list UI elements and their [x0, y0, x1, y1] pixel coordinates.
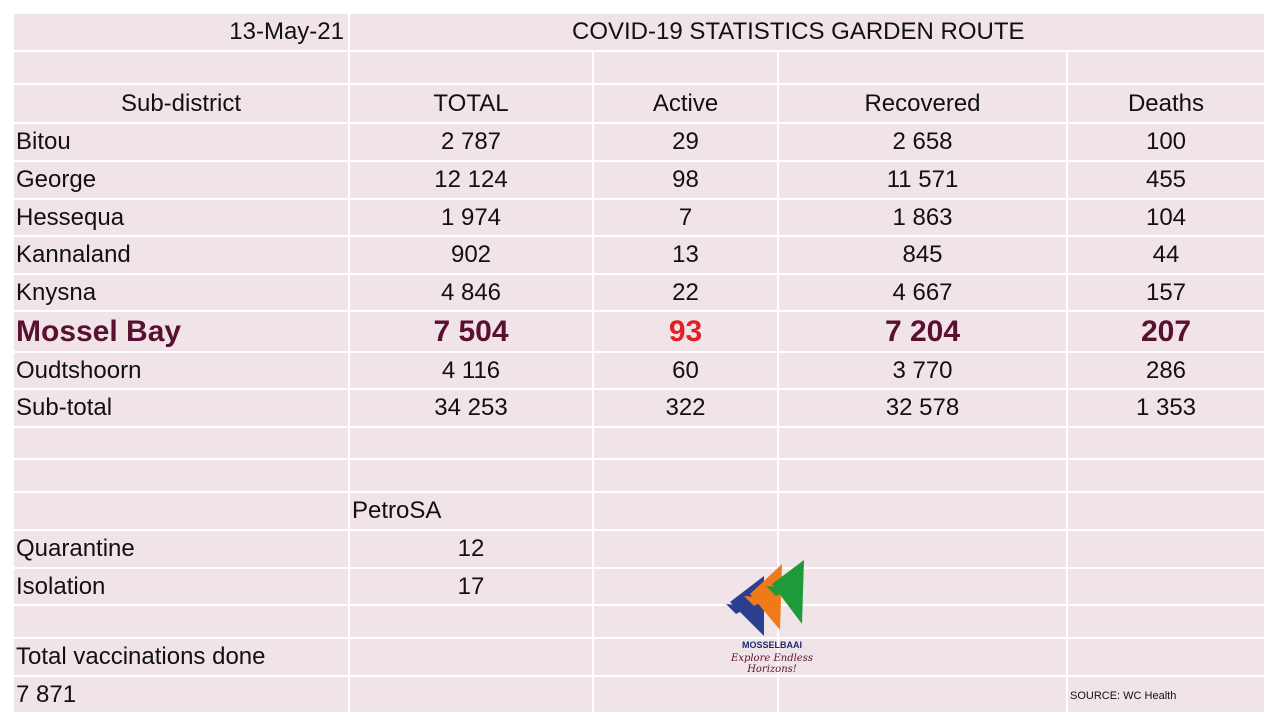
empty-row	[14, 428, 1266, 460]
row-name: George	[14, 162, 350, 200]
row-total: 2 787	[350, 124, 594, 162]
column-header-subdistrict: Sub-district	[14, 85, 350, 124]
row-name: Oudtshoorn	[14, 353, 350, 390]
table-row: Hessequa 1 974 7 1 863 104	[14, 200, 1266, 237]
table-row-subtotal: Sub-total 34 253 322 32 578 1 353	[14, 390, 1266, 428]
row-deaths: 286	[1068, 353, 1266, 390]
statistics-table: 13-May-21 COVID-19 STATISTICS GARDEN ROU…	[14, 14, 1266, 714]
vaccinations-value: 7 871	[14, 677, 350, 714]
table-row: Knysna 4 846 22 4 667 157	[14, 275, 1266, 312]
row-active: 7	[594, 200, 779, 237]
logo-name: MOSSELBAAI	[741, 640, 802, 650]
row-name: Hessequa	[14, 200, 350, 237]
row-recovered: 4 667	[779, 275, 1068, 312]
row-active: 322	[594, 390, 779, 428]
column-header-total: TOTAL	[350, 85, 594, 124]
logo-tagline: Explore Endless Horizons!	[731, 653, 813, 675]
row-recovered: 7 204	[779, 312, 1068, 353]
quarantine-value: 12	[350, 531, 594, 569]
row-name: Mossel Bay	[14, 312, 350, 353]
vaccinations-label: Total vaccinations done	[14, 639, 350, 677]
quarantine-label: Quarantine	[14, 531, 350, 569]
row-total: 34 253	[350, 390, 594, 428]
row-deaths: 157	[1068, 275, 1266, 312]
empty-row	[14, 52, 1266, 85]
empty-row	[14, 460, 1266, 493]
row-name: Sub-total	[14, 390, 350, 428]
row-name: Kannaland	[14, 237, 350, 275]
row-recovered: 2 658	[779, 124, 1068, 162]
row-total: 1 974	[350, 200, 594, 237]
row-name: Bitou	[14, 124, 350, 162]
quarantine-row: Quarantine 12	[14, 531, 1266, 569]
report-date: 13-May-21	[14, 14, 350, 52]
vaccinations-label-row: Total vaccinations done	[14, 639, 1266, 677]
isolation-label: Isolation	[14, 569, 350, 606]
column-header-recovered: Recovered	[779, 85, 1068, 124]
source-note: SOURCE: WC Health	[1070, 690, 1177, 702]
row-recovered: 1 863	[779, 200, 1068, 237]
row-active: 29	[594, 124, 779, 162]
row-active: 98	[594, 162, 779, 200]
petrosa-header-row: PetroSA	[14, 493, 1266, 531]
table-row: Bitou 2 787 29 2 658 100	[14, 124, 1266, 162]
table-row-highlighted: Mossel Bay 7 504 93 7 204 207	[14, 312, 1266, 353]
row-total: 12 124	[350, 162, 594, 200]
isolation-row: Isolation 17	[14, 569, 1266, 606]
petrosa-label: PetroSA	[350, 493, 594, 531]
row-deaths: 104	[1068, 200, 1266, 237]
row-active: 60	[594, 353, 779, 390]
mosselbaai-logo: MOSSELBAAI Explore Endless Horizons!	[712, 554, 832, 675]
row-name: Knysna	[14, 275, 350, 312]
table-row: George 12 124 98 11 571 455	[14, 162, 1266, 200]
row-recovered: 845	[779, 237, 1068, 275]
row-deaths: 1 353	[1068, 390, 1266, 428]
empty-row	[14, 606, 1266, 639]
row-deaths: 100	[1068, 124, 1266, 162]
vaccinations-value-row: 7 871 SOURCE: WC Health	[14, 677, 1266, 714]
table-row: Oudtshoorn 4 116 60 3 770 286	[14, 353, 1266, 390]
row-total: 4 846	[350, 275, 594, 312]
column-header-active: Active	[594, 85, 779, 124]
table-row: Kannaland 902 13 845 44	[14, 237, 1266, 275]
row-total: 7 504	[350, 312, 594, 353]
report-title: COVID-19 STATISTICS GARDEN ROUTE	[350, 14, 1266, 52]
column-header-deaths: Deaths	[1068, 85, 1266, 124]
header-row: Sub-district TOTAL Active Recovered Deat…	[14, 85, 1266, 124]
title-row: 13-May-21 COVID-19 STATISTICS GARDEN ROU…	[14, 14, 1266, 52]
row-recovered: 11 571	[779, 162, 1068, 200]
row-deaths: 44	[1068, 237, 1266, 275]
isolation-value: 17	[350, 569, 594, 606]
row-total: 4 116	[350, 353, 594, 390]
row-deaths: 455	[1068, 162, 1266, 200]
row-recovered: 3 770	[779, 353, 1068, 390]
row-deaths: 207	[1068, 312, 1266, 353]
row-active: 13	[594, 237, 779, 275]
row-recovered: 32 578	[779, 390, 1068, 428]
row-active: 93	[594, 312, 779, 353]
row-total: 902	[350, 237, 594, 275]
row-active: 22	[594, 275, 779, 312]
logo-flags-icon	[726, 560, 804, 636]
